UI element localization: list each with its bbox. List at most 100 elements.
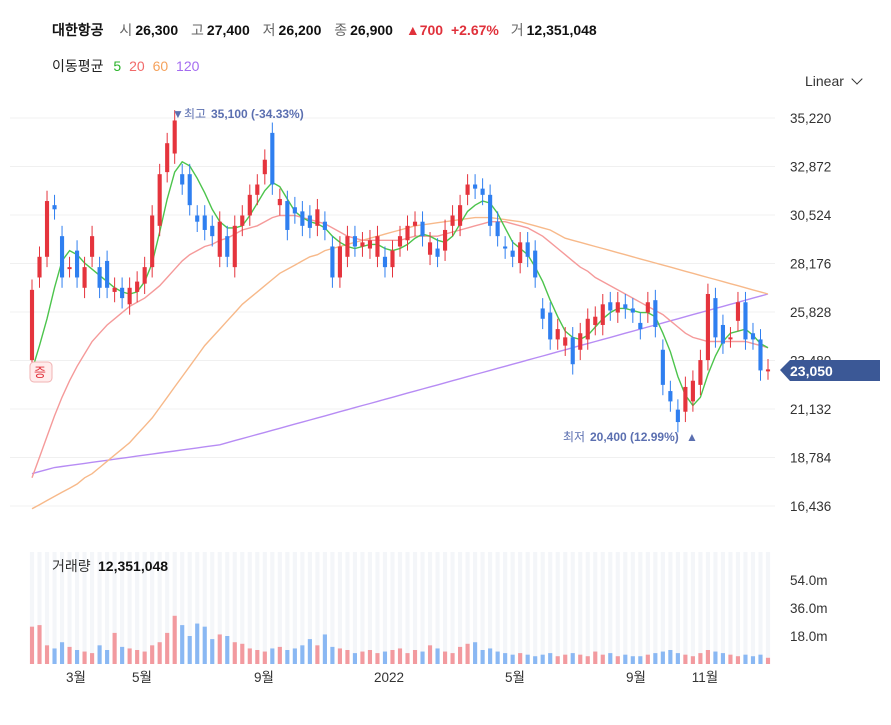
- ma-legend-120[interactable]: 120: [176, 58, 200, 74]
- volume-bar: [67, 646, 72, 664]
- candle-body: [555, 329, 560, 340]
- candle-body: [97, 267, 102, 288]
- volume-bar: [322, 634, 327, 664]
- volume-bar: [82, 651, 87, 664]
- volume-bar: [405, 653, 410, 664]
- candle-body: [645, 302, 650, 313]
- ma-legend-20[interactable]: 20: [129, 58, 145, 74]
- volume-bar: [59, 642, 65, 664]
- volume-bg-bar: [510, 552, 515, 664]
- volume-bg-bar: [142, 552, 147, 664]
- candle-body: [427, 242, 433, 255]
- candle-body: [525, 242, 530, 257]
- volume-bg-bar: [615, 552, 620, 664]
- volume-bg-bar: [653, 552, 658, 664]
- candle-body: [262, 159, 267, 175]
- volume-bg-bar: [247, 552, 252, 664]
- volume-bar: [210, 639, 215, 664]
- volume-bar: [127, 648, 132, 664]
- volume-bar: [743, 654, 748, 664]
- volume-bg-bar: [225, 552, 230, 664]
- close-value: 26,900: [350, 22, 393, 38]
- candle-body: [548, 312, 553, 340]
- volume-bg-bar: [337, 552, 342, 664]
- volume-bar: [608, 653, 613, 664]
- volume-bg-bar: [623, 552, 628, 664]
- volume-label: 거: [510, 22, 524, 38]
- volume-bg-bar: [315, 552, 320, 664]
- candle-body: [758, 339, 763, 371]
- candle-body: [615, 302, 620, 313]
- candle-body: [330, 246, 335, 278]
- ma-legend-5[interactable]: 5: [113, 58, 122, 74]
- scale-selector[interactable]: Linear: [805, 73, 863, 89]
- volume-bg-bar: [217, 552, 222, 664]
- volume-bg-bar: [578, 552, 583, 664]
- candle-body: [292, 207, 297, 214]
- volume-bar: [412, 650, 418, 664]
- volume-bar: [683, 654, 688, 664]
- candle-body: [67, 267, 72, 270]
- volume-bg-bar: [97, 552, 102, 664]
- volume-bar: [217, 634, 222, 664]
- volume-bg-bar: [480, 552, 485, 664]
- candle-body: [367, 240, 373, 249]
- min-marker-icon: ▲: [686, 430, 698, 444]
- volume-bar: [240, 643, 245, 664]
- volume-bg-bar: [44, 552, 50, 664]
- x-axis: 3월 5월 9월 2022 5월 9월 11월: [66, 670, 718, 685]
- quote-header: 대한항공 시 26,300 고 27,400 저 26,200 종 26,900 ▲70…: [52, 20, 606, 40]
- volume-bg-bar: [690, 552, 695, 664]
- volume-bar: [675, 653, 680, 664]
- volume-bg-bar: [330, 552, 335, 664]
- volume-bg-bar: [435, 552, 440, 664]
- candle-body: [728, 337, 733, 340]
- candle-body: [563, 337, 568, 346]
- ma120-line: [31, 293, 769, 475]
- volume-bg-bar: [367, 552, 373, 664]
- candle-body: [533, 250, 538, 278]
- volume-bg-bar: [105, 552, 110, 664]
- volume-bg-bar: [322, 552, 327, 664]
- candle-body: [217, 221, 222, 257]
- volume-bg-bar: [698, 552, 703, 664]
- volume-bar: [488, 648, 493, 664]
- candle-body: [473, 184, 478, 189]
- candle-body: [232, 225, 237, 268]
- candle-body: [623, 304, 628, 309]
- volume-bg-bar: [600, 552, 605, 664]
- volume-bar: [570, 653, 575, 664]
- candle-body: [375, 236, 380, 257]
- volume-bg-bar: [120, 552, 125, 664]
- ma-legend-60[interactable]: 60: [152, 58, 169, 74]
- candle-body: [675, 409, 680, 423]
- volume-bg-bar: [488, 552, 493, 664]
- current-price-tag: [780, 360, 880, 381]
- volume-bg-bar: [713, 552, 718, 664]
- candle-body: [285, 201, 290, 230]
- moving-average-lines: [31, 160, 769, 510]
- volume-bg-bar: [758, 552, 763, 664]
- volume-bar: [645, 654, 650, 664]
- volume-bar: [360, 651, 365, 664]
- candle-body: [488, 194, 493, 226]
- price-tick-label: 35,220: [790, 111, 831, 126]
- volume-bar: [390, 650, 395, 664]
- price-tick-label: 28,176: [790, 257, 831, 272]
- volume-bg-bar: [292, 552, 297, 664]
- x-tick-label: 5월: [132, 670, 152, 685]
- volume-bg-bar: [165, 552, 170, 664]
- volume-bar: [352, 653, 358, 664]
- volume-bar: [292, 648, 297, 664]
- open-value: 26,300: [135, 22, 179, 38]
- candle-body: [683, 386, 688, 412]
- price-grid: [10, 117, 775, 507]
- candle-body: [127, 287, 132, 305]
- open-label: 시: [119, 22, 133, 38]
- volume-bg-bar: [630, 552, 635, 664]
- volume-bg-bar: [518, 552, 523, 664]
- volume-bg-bar: [270, 552, 275, 664]
- volume-bg-bar: [533, 552, 538, 664]
- volume-legend-value: 12,351,048: [98, 558, 168, 574]
